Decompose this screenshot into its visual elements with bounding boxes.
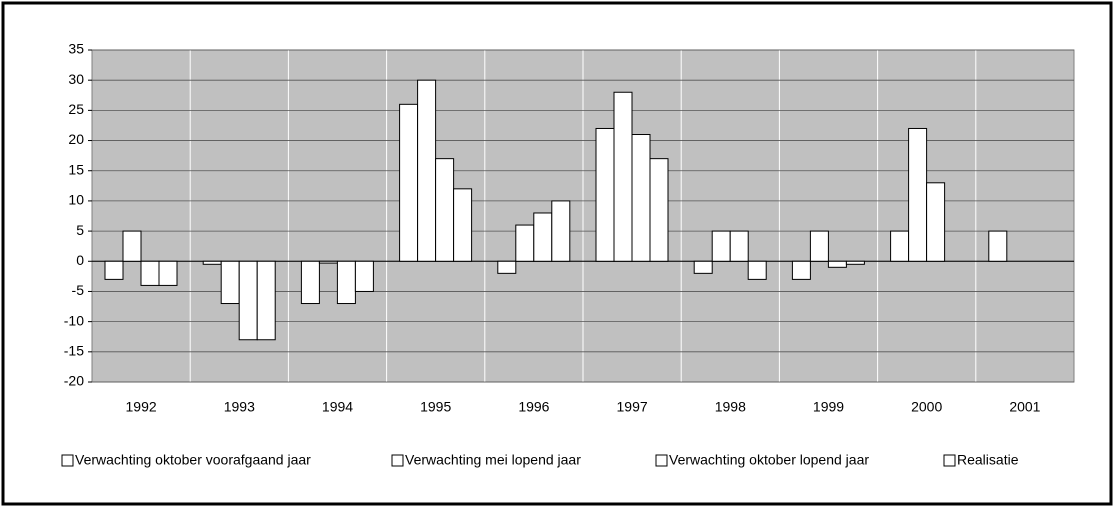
bar (926, 182, 946, 262)
y-tick-label: -15 (64, 343, 84, 359)
legend-swatch (391, 454, 404, 467)
bar (809, 230, 829, 262)
bar (202, 260, 222, 265)
bar (551, 200, 571, 262)
bar (300, 260, 320, 305)
bar (711, 230, 731, 262)
bar (988, 230, 1008, 262)
x-tick-label: 1993 (224, 399, 255, 415)
y-tick-label: -5 (72, 282, 85, 298)
bar (220, 260, 240, 305)
legend-label: Verwachting oktober lopend jaar (669, 452, 869, 468)
legend-label: Verwachting mei lopend jaar (405, 452, 581, 468)
bar (729, 230, 749, 262)
x-tick-label: 1992 (126, 399, 157, 415)
x-tick-label: 1995 (420, 399, 451, 415)
legend-swatch (61, 454, 74, 467)
bar (515, 224, 535, 262)
bar (827, 260, 847, 268)
bar (417, 79, 437, 262)
legend-label: Verwachting oktober voorafgaand jaar (75, 452, 311, 468)
bar (649, 158, 669, 262)
bar (908, 127, 928, 262)
bar (747, 260, 767, 280)
legend-swatch (655, 454, 668, 467)
y-tick-label: 30 (68, 71, 84, 87)
bar (595, 127, 615, 262)
y-tick-label: 10 (68, 192, 84, 208)
x-tick-label: 2000 (911, 399, 942, 415)
bar (453, 188, 473, 262)
y-tick-label: 25 (68, 101, 84, 117)
x-tick-label: 1999 (813, 399, 844, 415)
x-tick-label: 1994 (322, 399, 353, 415)
bar (890, 230, 910, 262)
bar (158, 260, 178, 286)
y-tick-label: -20 (64, 373, 84, 389)
bar (318, 260, 338, 264)
x-tick-label: 1997 (617, 399, 648, 415)
bar (256, 260, 276, 341)
bar (104, 260, 124, 280)
bar (497, 260, 517, 274)
bar (140, 260, 160, 286)
y-tick-label: -10 (64, 312, 84, 328)
y-tick-label: 35 (68, 41, 84, 57)
y-tick-label: 20 (68, 131, 84, 147)
legend-swatch (943, 454, 956, 467)
bar (354, 260, 374, 292)
bar (845, 260, 865, 265)
bar (693, 260, 713, 274)
bar (435, 158, 455, 262)
bar (533, 212, 553, 262)
bar (238, 260, 258, 341)
x-tick-label: 2001 (1009, 399, 1040, 415)
y-tick-label: 5 (76, 222, 84, 238)
bar (122, 230, 142, 262)
y-tick-label: 15 (68, 161, 84, 177)
y-tick-label: 0 (76, 252, 84, 268)
bar (336, 260, 356, 305)
x-tick-label: 1998 (715, 399, 746, 415)
x-tick-label: 1996 (518, 399, 549, 415)
bar (791, 260, 811, 280)
bar (631, 134, 651, 262)
bar (399, 103, 419, 262)
bar (613, 91, 633, 262)
legend-label: Realisatie (957, 452, 1019, 468)
